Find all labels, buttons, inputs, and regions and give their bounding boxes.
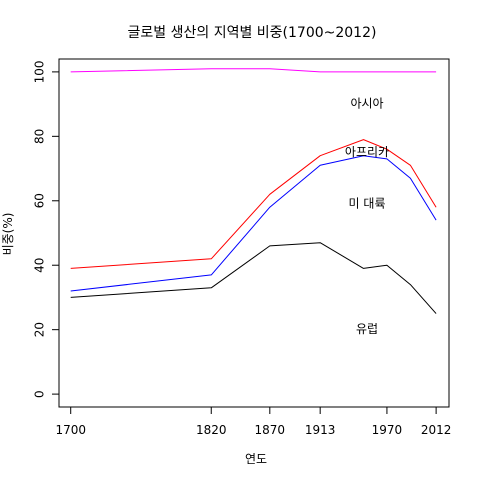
x-tick-label: 1970 — [372, 423, 403, 437]
y-tick-label: 20 — [33, 322, 47, 337]
series-annotation: 아프리카 — [345, 145, 389, 159]
y-tick-label: 0 — [33, 390, 47, 398]
x-tick-label: 1913 — [305, 423, 336, 437]
series-annotation: 유럽 — [356, 322, 378, 336]
x-tick-label: 1870 — [255, 423, 286, 437]
x-axis-label: 연도 — [245, 452, 267, 466]
y-axis-label: 비중(%) — [1, 213, 15, 256]
series-line-1 — [70, 68, 437, 73]
x-tick-label: 1820 — [196, 423, 227, 437]
series-line-2 — [70, 139, 437, 269]
series-annotation: 미 대륙 — [349, 197, 386, 211]
x-axis: 1700 1820 1870 1913 1970 2012 — [55, 407, 451, 437]
series-line-4 — [70, 242, 437, 314]
y-axis: 0 20 40 60 80 100 — [33, 60, 59, 398]
y-tick-label: 60 — [33, 193, 47, 208]
plot-frame — [58, 58, 450, 408]
series-line-3 — [70, 155, 437, 292]
x-tick-label: 1700 — [55, 423, 86, 437]
y-tick-label: 40 — [33, 258, 47, 273]
chart-title: 글로벌 생산의 지역별 비중(1700~2012) — [128, 25, 377, 41]
y-tick-label: 100 — [33, 60, 47, 83]
series-layer — [70, 68, 437, 314]
y-tick-label: 80 — [33, 129, 47, 144]
x-tick-label: 2012 — [421, 423, 452, 437]
series-annotation: 아시아 — [350, 97, 383, 111]
